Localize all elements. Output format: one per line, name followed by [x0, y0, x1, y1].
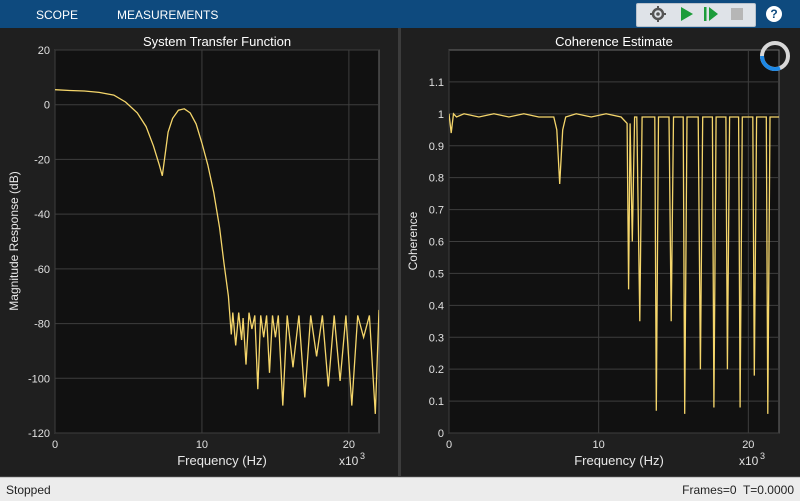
- help-icon[interactable]: [765, 5, 783, 23]
- transfer-function-chart: System Transfer Function 0 10 20 20 0 -20 -40 -6…: [7, 34, 380, 468]
- y-tick-label: 0: [44, 100, 50, 112]
- frame-counter: Frames=0 T=0.0000: [682, 483, 794, 497]
- y-tick-label: 0.7: [429, 205, 444, 217]
- series-line: [449, 112, 779, 414]
- y-tick-label: -40: [34, 209, 50, 221]
- status-text: Stopped: [6, 483, 51, 497]
- y-tick-label: 0.1: [429, 396, 444, 408]
- x-axis-multiplier-exponent: 3: [360, 451, 365, 461]
- y-tick-label: -120: [28, 428, 50, 440]
- chart-title: System Transfer Function: [143, 34, 291, 49]
- y-axis-label: Magnitude Response (dB): [7, 171, 21, 310]
- x-axis-label: Frequency (Hz): [177, 453, 267, 468]
- x-tick-label: 0: [52, 439, 58, 451]
- tab-scope[interactable]: SCOPE: [36, 8, 79, 22]
- series-line: [55, 89, 379, 414]
- x-axis-multiplier: x10: [739, 454, 759, 468]
- stop-icon[interactable]: [727, 4, 747, 24]
- step-forward-icon[interactable]: [701, 4, 721, 24]
- y-tick-label: -20: [34, 154, 50, 166]
- help-label: ?: [770, 7, 778, 21]
- x-axis-multiplier-exponent: 3: [760, 451, 765, 461]
- y-tick-label: 0.6: [429, 237, 444, 249]
- toolstrip: SCOPE MEASUREMENTS ?: [0, 0, 800, 28]
- tab-measurements[interactable]: MEASUREMENTS: [117, 8, 219, 22]
- x-axis-label: Frequency (Hz): [574, 453, 664, 468]
- transfer-function-panel: System Transfer Function 0 10 20 20 0 -20 -40 -6…: [0, 28, 398, 476]
- y-tick-label: 0.9: [429, 141, 444, 153]
- y-tick-label: 0.5: [429, 268, 444, 280]
- coherence-chart: Coherence Estimate 0 10 20 1.1 1 0.9 0.8 0.7 0.6 0…: [406, 34, 790, 468]
- x-tick-label: 0: [446, 439, 452, 451]
- y-tick-label: 20: [38, 45, 50, 57]
- panel-divider[interactable]: [398, 28, 401, 476]
- y-tick-label: -100: [28, 373, 50, 385]
- plot-area: [54, 49, 380, 434]
- run-icon[interactable]: [676, 4, 696, 24]
- y-tick-label: 1: [438, 109, 444, 121]
- y-tick-label: -60: [34, 264, 50, 276]
- settings-gear-icon[interactable]: [648, 4, 668, 24]
- x-tick-label: 20: [742, 439, 754, 451]
- x-tick-label: 20: [343, 439, 355, 451]
- coherence-panel: Coherence Estimate 0 10 20 1.1 1 0.9 0.8 0.7 0.6 0…: [401, 28, 800, 476]
- busy-spinner-icon: [760, 41, 790, 71]
- status-bar: Stopped Frames=0 T=0.0000: [0, 477, 800, 501]
- x-tick-label: 10: [593, 439, 605, 451]
- x-tick-label: 10: [196, 439, 208, 451]
- y-axis-label: Coherence: [406, 211, 420, 270]
- x-axis-multiplier: x10: [339, 454, 359, 468]
- y-tick-label: 0.3: [429, 332, 444, 344]
- y-tick-label: 0.4: [429, 300, 444, 312]
- chart-title: Coherence Estimate: [555, 34, 673, 49]
- y-tick-label: 0.8: [429, 173, 444, 185]
- y-tick-label: 1.1: [429, 77, 444, 89]
- y-tick-label: 0: [438, 428, 444, 440]
- y-tick-label: -80: [34, 319, 50, 331]
- y-tick-label: 0.2: [429, 364, 444, 376]
